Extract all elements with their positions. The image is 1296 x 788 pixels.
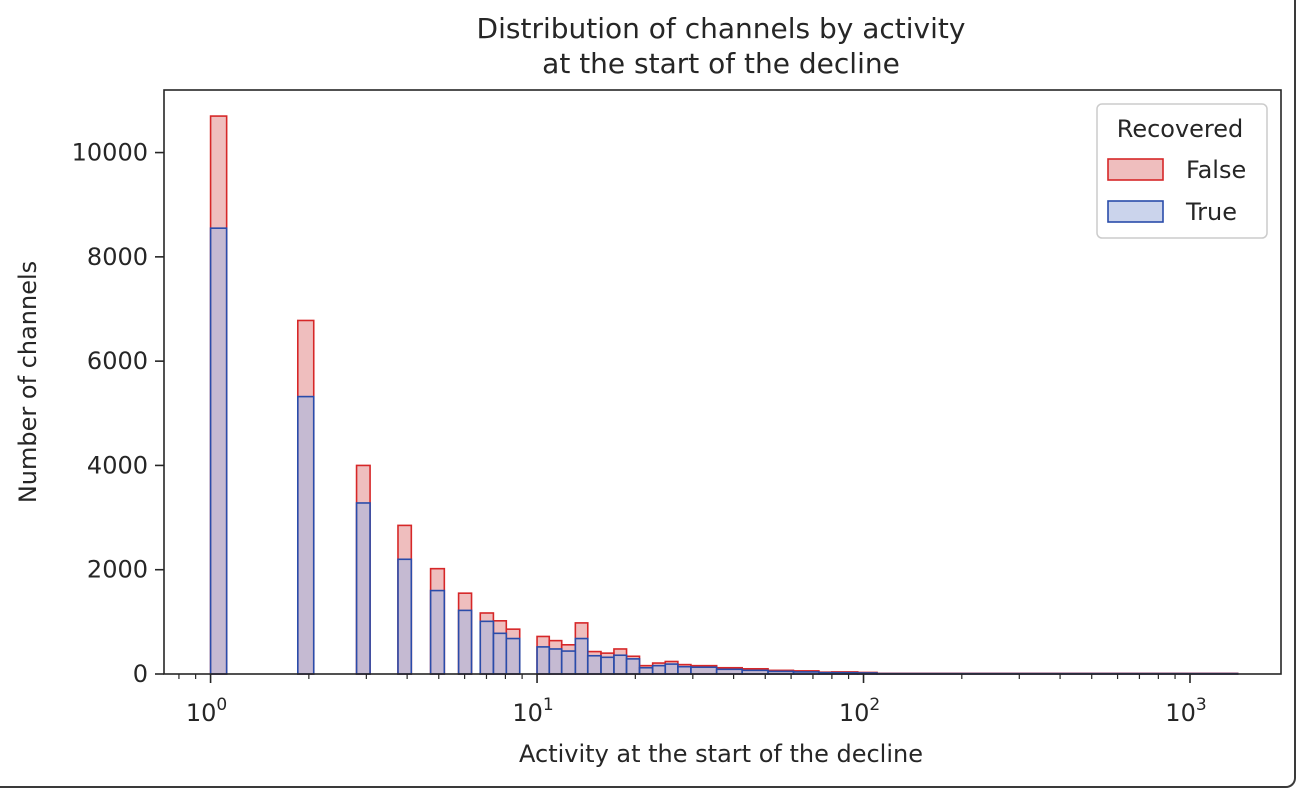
y-axis-label: Number of channels <box>14 261 42 503</box>
chart-title-line-2: at the start of the decline <box>542 47 900 80</box>
x-axis-ticks: 100 101 102 103 <box>178 674 1207 727</box>
x-tick-label-0: 100 <box>186 695 227 727</box>
bar-true-10 <box>548 648 563 675</box>
bar-true-20 <box>677 665 692 675</box>
bar-true-7 <box>492 632 508 675</box>
chart-title-line-1: Distribution of channels by activity <box>477 12 966 45</box>
bar-true-1 <box>296 395 315 675</box>
y-tick-label-1: 2000 <box>87 556 148 584</box>
y-axis-ticks: 0 2000 4000 6000 8000 10000 <box>72 139 164 688</box>
bar-true-6 <box>479 620 495 675</box>
bar-true-13 <box>586 654 602 675</box>
bar-true-3 <box>397 558 413 675</box>
legend-title: Recovered <box>1117 115 1244 143</box>
bar-true-16 <box>625 658 641 675</box>
x-axis-label: Activity at the start of the decline <box>519 740 923 768</box>
legend-swatch-false <box>1107 158 1164 181</box>
legend: Recovered False True <box>1096 103 1268 239</box>
bar-true-17 <box>638 666 654 675</box>
bar-true-12 <box>574 637 589 675</box>
legend-label-false: False <box>1186 156 1246 184</box>
x-tick-label-3: 103 <box>1165 695 1206 727</box>
bar-true-4 <box>429 589 446 675</box>
legend-swatch-true <box>1107 200 1164 223</box>
bar-true-9 <box>536 646 551 675</box>
bar-true-21 <box>690 666 718 675</box>
bar-true-5 <box>457 609 473 675</box>
bar-true-0 <box>209 227 228 675</box>
bar-true-15 <box>613 654 628 675</box>
legend-label-true: True <box>1185 198 1237 226</box>
y-tick-label-3: 6000 <box>87 347 148 375</box>
y-tick-label-5: 10000 <box>72 139 148 167</box>
y-tick-label-0: 0 <box>133 660 148 688</box>
bar-true-8 <box>505 637 521 675</box>
bar-true-19 <box>664 663 679 675</box>
bar-true-14 <box>600 656 615 675</box>
plot-area-frame <box>163 89 1282 675</box>
y-tick-label-4: 8000 <box>87 243 148 271</box>
x-tick-label-2: 102 <box>839 695 880 727</box>
series-true-bars <box>209 227 1239 675</box>
bar-true-18 <box>651 664 667 675</box>
bar-true-11 <box>560 650 577 675</box>
y-tick-label-2: 4000 <box>87 451 148 479</box>
bar-true-2 <box>355 502 371 675</box>
x-tick-label-1: 101 <box>512 695 553 727</box>
